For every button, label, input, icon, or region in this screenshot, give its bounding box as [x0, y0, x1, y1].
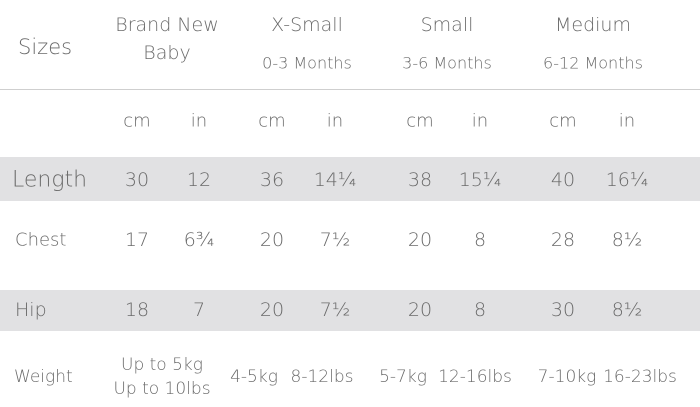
cell: 38 — [407, 169, 433, 191]
column-name: Medium — [555, 14, 631, 36]
cell: 15¼ — [458, 169, 502, 191]
row-band — [0, 290, 700, 331]
row-label: Chest — [15, 229, 67, 251]
cell: 4-5kg — [230, 367, 278, 387]
unit-label: in — [471, 110, 489, 132]
cell: 30 — [124, 169, 150, 191]
row-label: Hip — [15, 299, 47, 321]
cell: 7 — [192, 299, 206, 321]
column-name: X-Small — [271, 14, 343, 36]
unit-label: cm — [406, 110, 434, 132]
cell: 17 — [124, 229, 150, 251]
column-range: 6-12 Months — [543, 53, 643, 73]
cell: 8½ — [611, 229, 643, 251]
cell: 7½ — [319, 229, 351, 251]
cell: Up to 5kg — [121, 355, 203, 375]
unit-label: in — [618, 110, 636, 132]
row-band — [0, 157, 700, 201]
cell: 20 — [259, 299, 285, 321]
cell: 20 — [259, 229, 285, 251]
row-label: Weight — [14, 367, 73, 387]
unit-label: cm — [258, 110, 286, 132]
cell: 36 — [259, 169, 285, 191]
unit-label: cm — [549, 110, 577, 132]
cell: 16¼ — [605, 169, 649, 191]
column-range: 3-6 Months — [402, 53, 492, 73]
header-rule — [0, 89, 700, 90]
cell: 20 — [407, 229, 433, 251]
cell: 40 — [550, 169, 576, 191]
cell: 12-16lbs — [438, 367, 512, 387]
unit-label: cm — [123, 110, 151, 132]
column-range: 0-3 Months — [262, 53, 352, 73]
cell: 8 — [473, 299, 487, 321]
cell: 30 — [550, 299, 576, 321]
column-name: Brand New Baby — [115, 14, 219, 64]
cell: 8 — [473, 229, 487, 251]
cell: 18 — [124, 299, 150, 321]
cell: 7-10kg — [537, 367, 597, 387]
header-label: Sizes — [18, 35, 73, 59]
cell: 28 — [550, 229, 576, 251]
cell: Up to 10lbs — [113, 379, 211, 399]
column-name: Small — [420, 14, 474, 36]
cell: 14¼ — [313, 169, 357, 191]
cell: 8-12lbs — [290, 367, 354, 387]
cell: 20 — [407, 299, 433, 321]
unit-label: in — [190, 110, 208, 132]
cell: 7½ — [319, 299, 351, 321]
cell: 8½ — [611, 299, 643, 321]
cell: 5-7kg — [379, 367, 427, 387]
cell: 12 — [186, 169, 212, 191]
cell: 16-23lbs — [603, 367, 677, 387]
row-label: Length — [12, 167, 88, 193]
unit-label: in — [326, 110, 344, 132]
cell: 6¾ — [183, 229, 215, 251]
